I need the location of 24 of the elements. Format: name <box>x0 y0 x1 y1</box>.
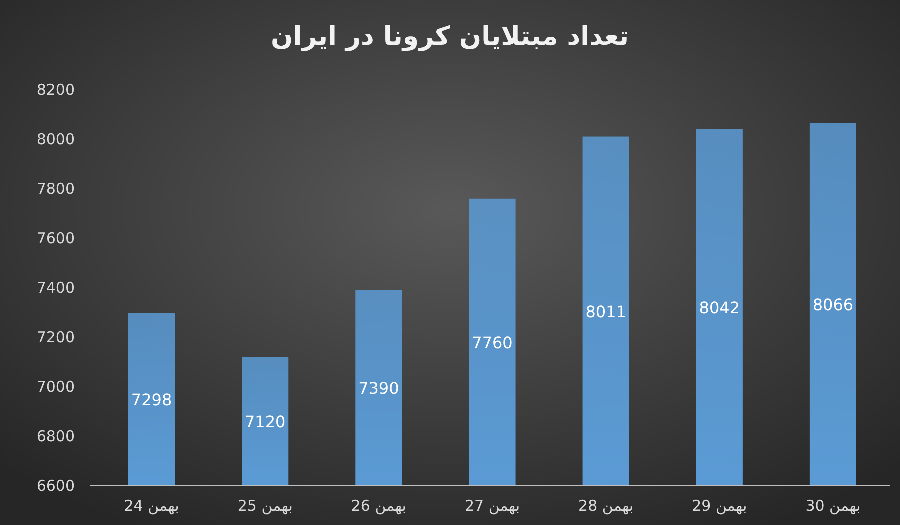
y-tick-label: 6800 <box>36 428 75 446</box>
data-label: 8011 <box>586 302 626 322</box>
data-label: 7390 <box>358 379 400 398</box>
y-tick-label: 7600 <box>36 230 75 248</box>
data-label: 8042 <box>699 298 740 318</box>
x-tick-label: 25 بهمن <box>238 497 293 515</box>
x-tick-label: 24 بهمن <box>124 497 180 515</box>
y-tick-label: 7400 <box>36 279 75 297</box>
data-label: 8066 <box>812 296 854 315</box>
y-tick-label: 7000 <box>36 378 75 396</box>
data-label: 7120 <box>245 412 286 432</box>
y-tick-label: 7200 <box>36 328 75 346</box>
y-tick-label: 8200 <box>36 81 75 99</box>
x-tick-label: 26 بهمن <box>351 497 406 515</box>
data-label: 7760 <box>472 333 513 352</box>
x-tick-label: 30 بهمن <box>806 497 861 515</box>
x-tick-label: 29 بهمن <box>692 497 748 515</box>
y-tick-label: 6600 <box>36 477 75 495</box>
y-tick-label: 8000 <box>36 130 75 148</box>
x-tick-label: 27 بهمن <box>464 497 520 515</box>
y-tick-label: 7800 <box>36 180 75 198</box>
x-tick-label: 28 بهمن <box>578 497 634 515</box>
data-label: 7298 <box>131 390 172 410</box>
chart-title: تعداد مبتلایان کرونا در ایران <box>271 22 629 52</box>
